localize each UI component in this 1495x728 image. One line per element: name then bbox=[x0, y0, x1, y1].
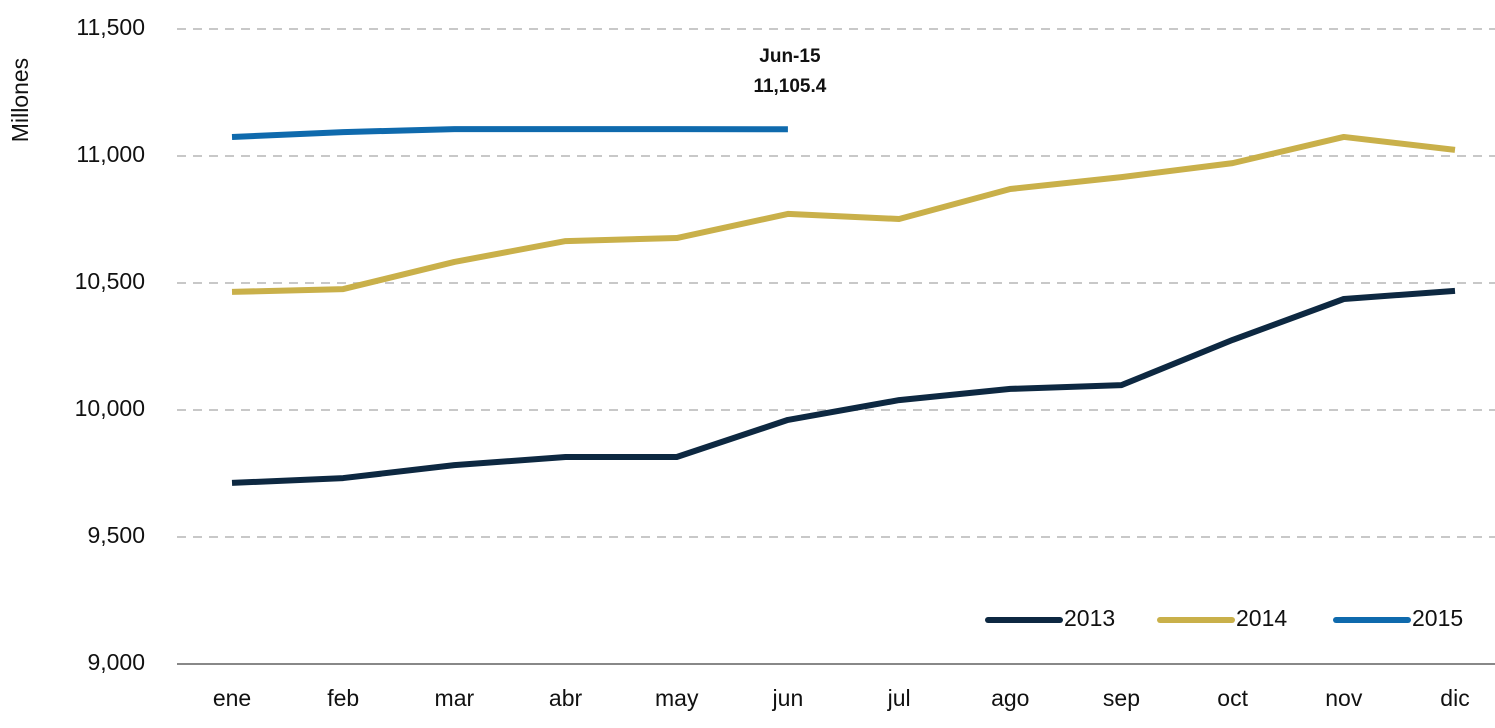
x-tick-label: may bbox=[655, 685, 699, 711]
legend-label: 2014 bbox=[1236, 605, 1287, 631]
y-tick-label: 9,000 bbox=[87, 649, 145, 675]
y-tick-label: 10,000 bbox=[75, 395, 145, 421]
legend-label: 2013 bbox=[1064, 605, 1115, 631]
series-line bbox=[231, 287, 1456, 486]
y-tick-label: 11,500 bbox=[76, 14, 145, 40]
y-tick-label: 10,500 bbox=[75, 268, 145, 294]
x-tick-label: jun bbox=[772, 685, 804, 711]
x-tick-label: jul bbox=[887, 685, 911, 711]
series-line bbox=[231, 126, 788, 140]
x-tick-label: mar bbox=[435, 685, 475, 711]
x-tick-label: ago bbox=[991, 685, 1029, 711]
x-tick-label: dic bbox=[1440, 685, 1469, 711]
x-tick-label: oct bbox=[1217, 685, 1248, 711]
y-tick-label: 9,500 bbox=[87, 522, 145, 548]
annotation-value: 11,105.4 bbox=[753, 76, 826, 97]
x-tick-label: sep bbox=[1103, 685, 1140, 711]
x-tick-label: feb bbox=[327, 685, 359, 711]
legend-label: 2015 bbox=[1412, 605, 1463, 631]
x-tick-label: abr bbox=[549, 685, 583, 711]
annotation-label: Jun-15 bbox=[759, 46, 821, 67]
x-tick-label: ene bbox=[213, 685, 251, 711]
y-tick-label: 11,000 bbox=[76, 141, 145, 167]
y-axis-label: Millones bbox=[7, 58, 33, 142]
x-tick-label: nov bbox=[1325, 685, 1363, 711]
series-line bbox=[231, 133, 1456, 295]
